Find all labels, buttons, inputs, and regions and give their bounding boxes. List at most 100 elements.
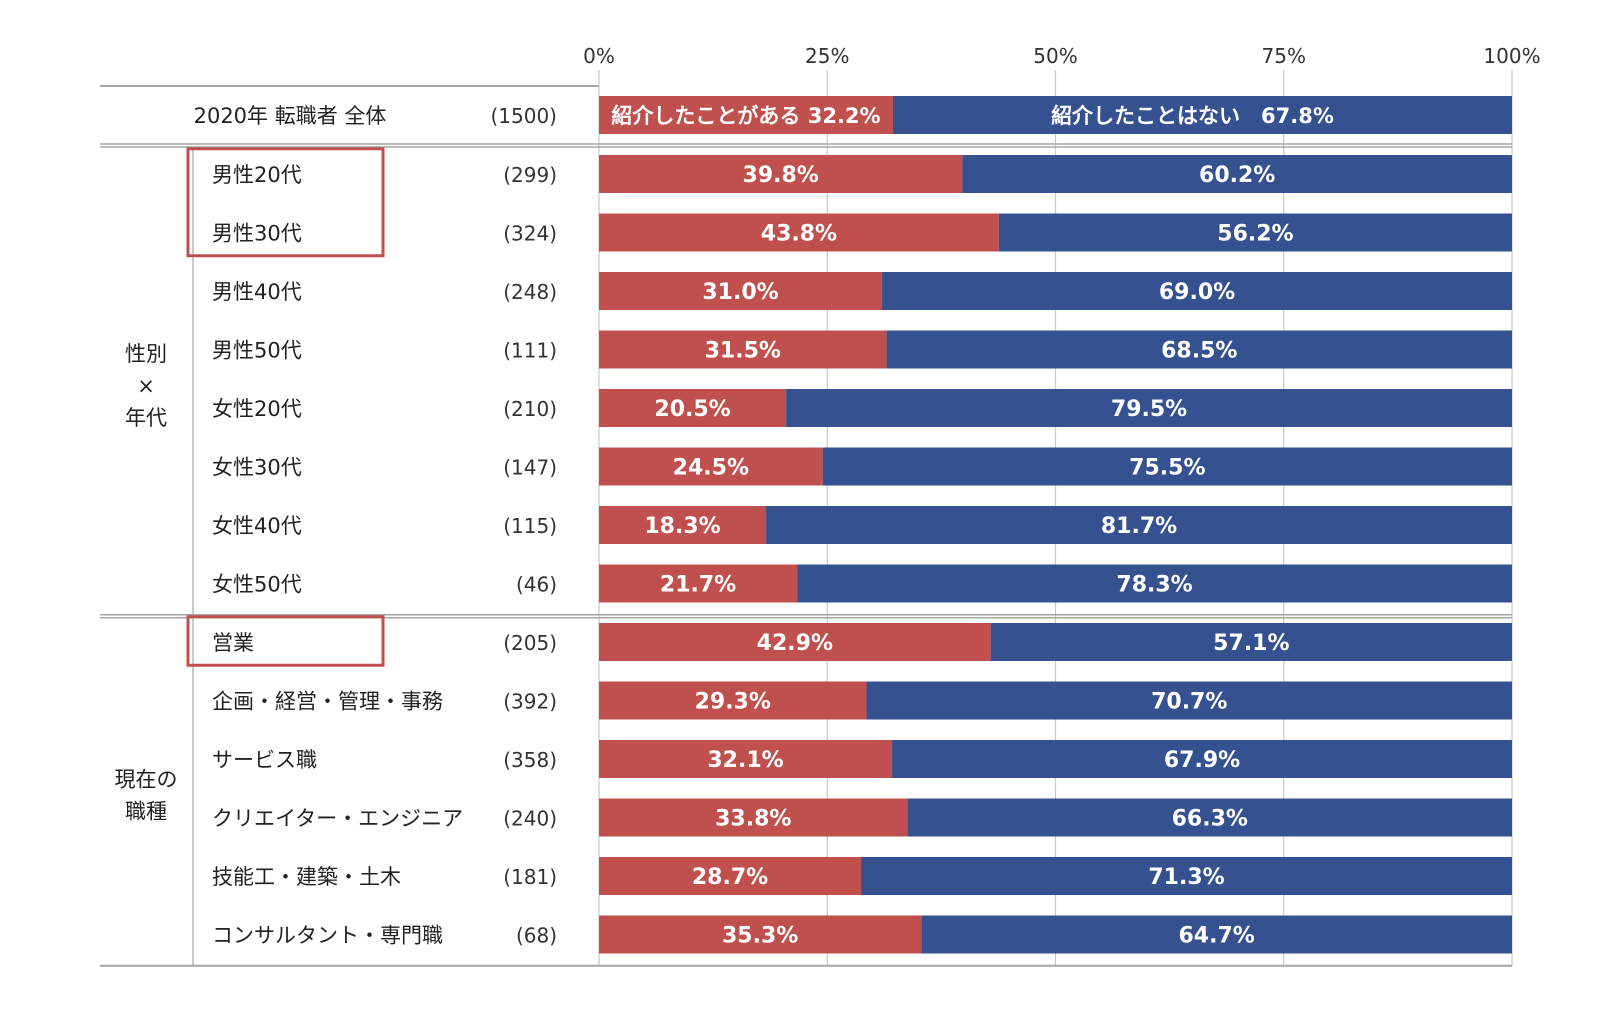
data-label-referred: 35.3%	[722, 924, 798, 949]
data-label-not-referred: 79.5%	[1111, 397, 1187, 422]
data-label-not-referred: 60.2%	[1199, 163, 1275, 188]
row-label: コンサルタント・専門職	[212, 924, 443, 948]
bar-not-referred	[866, 681, 1512, 720]
total-row-label: 2020年 転職者 全体	[194, 104, 387, 128]
bar-referred	[599, 740, 893, 778]
x-tick-label: 75%	[1262, 44, 1306, 68]
data-label-referred: 29.3%	[695, 690, 771, 715]
data-label-referred: 39.8%	[743, 163, 819, 188]
row-label: サービス職	[212, 748, 317, 772]
data-label-not-referred: 70.7%	[1151, 690, 1227, 715]
bar-not-referred	[907, 798, 1512, 837]
row-label: 企画・経営・管理・事務	[212, 690, 443, 714]
data-label-not-referred: 78.3%	[1116, 573, 1192, 598]
row-n: (324)	[503, 222, 557, 246]
bar-not-referred-total	[892, 96, 1512, 134]
data-label-referred-total: 紹介したことがある 32.2%	[611, 104, 880, 128]
data-label-not-referred: 71.3%	[1148, 865, 1224, 890]
row-label: 営業	[212, 631, 254, 655]
row-n: (392)	[503, 690, 557, 714]
bar-referred-total	[599, 96, 893, 134]
data-label-not-referred-total: 紹介したことはない 67.8%	[1051, 104, 1334, 128]
row-n: (358)	[503, 748, 557, 772]
row-label: 女性20代	[212, 397, 302, 421]
bar-referred	[599, 447, 823, 486]
data-label-referred: 20.5%	[654, 397, 730, 422]
x-tick-label: 50%	[1033, 44, 1077, 68]
row-label: 技能工・建築・土木	[212, 865, 401, 889]
row-n: (147)	[503, 456, 557, 480]
data-label-not-referred: 81.7%	[1101, 514, 1177, 539]
bar-not-referred	[921, 915, 1512, 954]
bar-not-referred	[892, 740, 1512, 778]
data-label-not-referred: 75.5%	[1129, 456, 1205, 481]
bar-referred	[599, 681, 867, 720]
x-tick-label: 0%	[583, 44, 615, 68]
bar-not-referred	[882, 272, 1512, 310]
bar-not-referred	[962, 155, 1512, 193]
highlight-box	[186, 615, 385, 667]
bar-referred	[599, 155, 963, 193]
row-n: (210)	[503, 397, 557, 421]
bar-not-referred	[786, 389, 1512, 427]
bar-referred	[599, 389, 787, 427]
row-n: (299)	[503, 163, 557, 187]
bar-referred	[599, 564, 798, 603]
data-label-referred: 24.5%	[673, 456, 749, 481]
bar-not-referred	[766, 506, 1512, 544]
data-label-not-referred: 67.9%	[1164, 748, 1240, 773]
data-label-not-referred: 64.7%	[1178, 924, 1254, 949]
row-label: 女性30代	[212, 456, 302, 480]
row-label: クリエイター・エンジニア	[212, 807, 463, 831]
row-n: (240)	[503, 807, 557, 831]
group-name: 職種	[125, 799, 167, 823]
highlight-box	[186, 147, 385, 258]
data-label-referred: 28.7%	[692, 865, 768, 890]
total-row-n: (1500)	[490, 104, 557, 128]
data-label-referred: 31.0%	[702, 280, 778, 305]
row-label: 男性30代	[212, 222, 302, 246]
data-label-referred: 33.8%	[715, 807, 791, 832]
data-label-not-referred: 69.0%	[1159, 280, 1235, 305]
row-label: 男性20代	[212, 163, 302, 187]
row-label: 女性40代	[212, 514, 302, 538]
bar-referred	[599, 915, 922, 954]
bar-referred	[599, 506, 767, 544]
group-name: 年代	[125, 406, 167, 430]
bar-not-referred	[990, 623, 1512, 661]
row-n: (68)	[516, 924, 557, 948]
bar-not-referred	[797, 564, 1512, 603]
data-label-referred: 31.5%	[705, 339, 781, 364]
bar-referred	[599, 623, 991, 661]
row-n: (248)	[503, 280, 557, 304]
row-n: (181)	[503, 865, 557, 889]
bar-not-referred	[822, 447, 1512, 486]
row-label: 男性40代	[212, 280, 302, 304]
group-name: ×	[137, 374, 155, 398]
row-n: (205)	[503, 631, 557, 655]
bar-not-referred	[861, 857, 1512, 895]
bar-referred	[599, 272, 883, 310]
data-label-not-referred: 56.2%	[1217, 222, 1293, 247]
row-n: (46)	[516, 573, 557, 597]
row-label: 男性50代	[212, 339, 302, 363]
bar-not-referred	[886, 330, 1512, 369]
data-label-not-referred: 68.5%	[1161, 339, 1237, 364]
data-label-referred: 42.9%	[757, 631, 833, 656]
data-label-referred: 18.3%	[644, 514, 720, 539]
row-n: (111)	[503, 339, 557, 363]
bar-not-referred	[998, 213, 1512, 252]
data-label-not-referred: 66.3%	[1172, 807, 1248, 832]
bar-referred	[599, 857, 862, 895]
data-label-referred: 21.7%	[660, 573, 736, 598]
data-label-referred: 43.8%	[761, 222, 837, 247]
data-label-not-referred: 57.1%	[1213, 631, 1289, 656]
row-n: (115)	[503, 514, 557, 538]
data-label-referred: 32.1%	[707, 748, 783, 773]
bar-referred	[599, 213, 999, 252]
x-tick-label: 25%	[805, 44, 849, 68]
bar-referred	[599, 798, 908, 837]
group-name: 性別	[125, 342, 167, 366]
x-tick-label: 100%	[1483, 44, 1540, 68]
